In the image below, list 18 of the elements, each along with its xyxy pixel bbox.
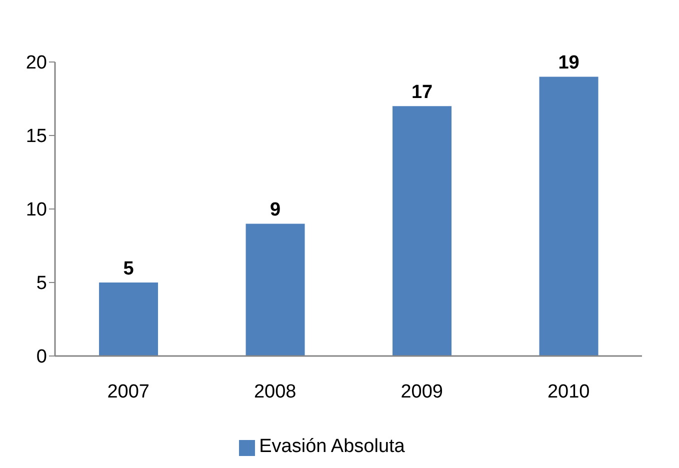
- y-tick-label: 15: [26, 126, 47, 148]
- x-tick-label: 2010: [547, 381, 590, 402]
- x-tick-label: 2008: [254, 381, 296, 402]
- y-tick-label: 10: [26, 200, 47, 221]
- bar: [246, 224, 305, 356]
- bar: [539, 76, 598, 356]
- y-tick-label: 5: [36, 273, 47, 294]
- legend-label: Evasión Absoluta: [259, 436, 405, 457]
- bar: [99, 282, 158, 356]
- data-label: 19: [558, 52, 580, 74]
- data-label: 17: [411, 82, 433, 104]
- y-tick-label: 20: [26, 52, 47, 74]
- x-tick-label: 2007: [107, 381, 150, 402]
- x-tick-label: 2009: [400, 381, 444, 402]
- bar: [392, 106, 452, 356]
- data-label: 9: [270, 200, 281, 221]
- data-label: 5: [123, 258, 134, 280]
- y-tick-label: 0: [36, 346, 47, 368]
